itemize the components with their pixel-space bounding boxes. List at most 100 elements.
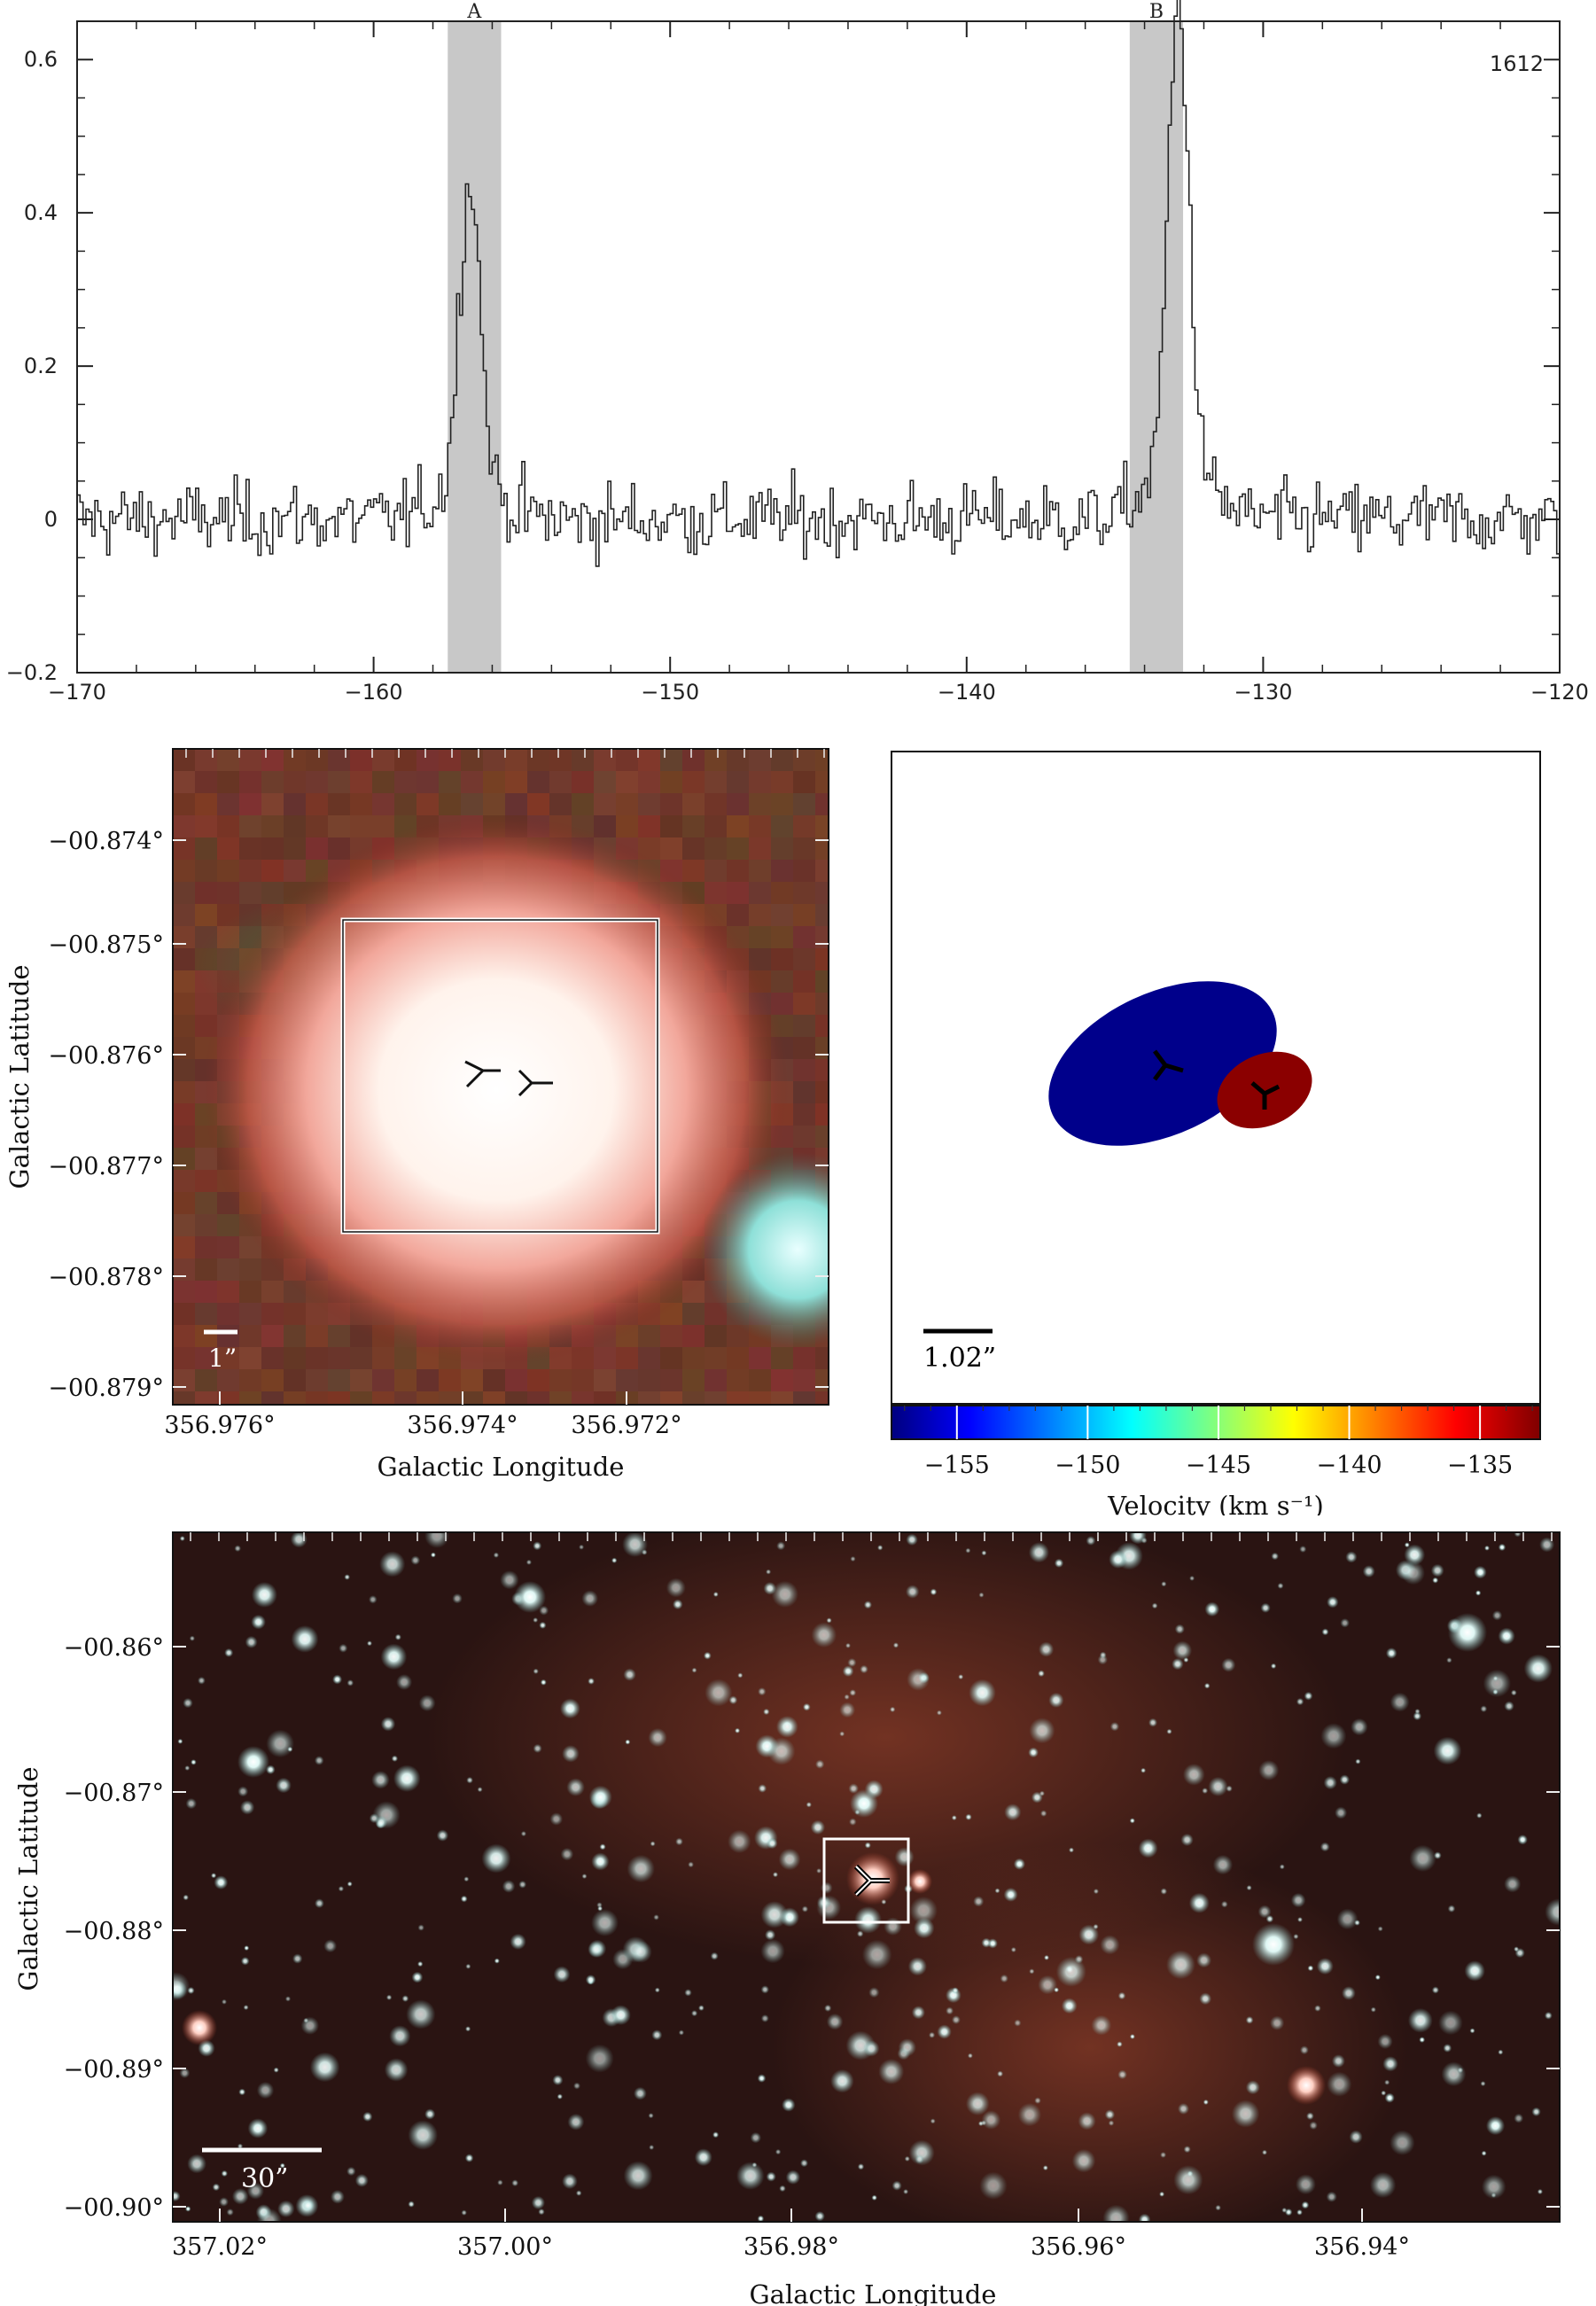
- image-pixel: [793, 970, 815, 993]
- star: [811, 1622, 837, 1648]
- star: [625, 1739, 631, 1745]
- star: [1510, 1689, 1517, 1696]
- image-pixel: [417, 1391, 439, 1405]
- colorbar-tick-label: −135: [1447, 1452, 1513, 1479]
- image-pixel: [173, 1391, 195, 1405]
- star: [1441, 2061, 1467, 2087]
- image-pixel: [727, 749, 749, 771]
- star: [1301, 2201, 1310, 2209]
- star: [1279, 1864, 1285, 1870]
- star: [1432, 1577, 1439, 1584]
- star: [553, 1966, 571, 1983]
- image-pixel: [217, 1214, 239, 1236]
- star: [380, 1717, 396, 1732]
- image-pixel: [350, 771, 372, 793]
- star: [1269, 2015, 1285, 2030]
- star: [585, 1975, 596, 1985]
- star: [1208, 1776, 1228, 1796]
- star: [1161, 1581, 1167, 1587]
- star: [969, 1679, 996, 1707]
- image-pixel: [195, 1303, 217, 1325]
- image-pixel: [594, 1391, 616, 1405]
- image-pixel: [815, 948, 829, 970]
- star: [430, 1552, 436, 1558]
- image-pixel: [195, 904, 217, 926]
- star: [1457, 2067, 1464, 2074]
- image-pixel: [483, 1369, 505, 1391]
- star: [417, 1960, 424, 1967]
- bright-star: [1448, 1613, 1487, 1652]
- image-pixel: [616, 1347, 638, 1369]
- image-pixel: [417, 1369, 439, 1391]
- image-pixel: [771, 926, 793, 948]
- star: [863, 2040, 880, 2057]
- star: [599, 1843, 606, 1850]
- star: [653, 1914, 659, 1920]
- wide-field-panel: 30” 357.02° 357.00° 356.98° 356.96° 356.94° −…: [13, 1531, 1561, 2306]
- star: [461, 2209, 467, 2216]
- star: [346, 1881, 353, 1887]
- image-pixel: [328, 749, 350, 771]
- image-pixel: [549, 749, 572, 771]
- star: [1390, 1692, 1410, 1712]
- star: [588, 1785, 612, 1809]
- star: [309, 2052, 340, 2083]
- y-tick-label: −00.875°: [48, 931, 164, 959]
- image-pixel: [173, 1347, 195, 1369]
- image-pixel: [217, 749, 239, 771]
- image-pixel: [461, 1391, 483, 1405]
- image-pixel: [195, 771, 217, 793]
- star: [627, 1854, 655, 1883]
- star: [684, 1989, 692, 1997]
- star: [362, 2111, 373, 2122]
- image-pixel: [727, 882, 749, 904]
- image-pixel: [261, 749, 284, 771]
- star: [1304, 1691, 1313, 1701]
- image-pixel: [195, 1258, 217, 1281]
- image-pixel: [328, 1347, 350, 1369]
- image-pixel: [284, 793, 306, 815]
- image-pixel: [461, 771, 483, 793]
- image-pixel: [727, 1369, 749, 1391]
- star: [1480, 2081, 1486, 2087]
- image-pixel: [173, 771, 195, 793]
- star: [1443, 2044, 1452, 2053]
- star: [1069, 1847, 1074, 1853]
- image-pixel: [173, 1148, 195, 1170]
- image-pixel: [727, 1347, 749, 1369]
- image-pixel: [239, 1258, 261, 1281]
- star: [1109, 1550, 1127, 1569]
- star: [1004, 1804, 1022, 1821]
- image-pixel: [461, 749, 483, 771]
- star: [623, 2161, 653, 2191]
- star: [1048, 1692, 1064, 1708]
- image-pixel: [173, 749, 195, 771]
- image-pixel: [793, 1037, 815, 1059]
- image-pixel: [660, 1369, 682, 1391]
- image-pixel: [793, 793, 815, 815]
- image-pixel: [705, 815, 727, 837]
- star: [244, 1945, 250, 1952]
- y-tick-label: 0.6: [24, 47, 58, 72]
- star: [1204, 1601, 1220, 1617]
- image-pixel: [372, 749, 394, 771]
- star: [463, 1876, 470, 1882]
- star: [1369, 2171, 1397, 2199]
- image-pixel: [638, 1347, 660, 1369]
- star: [1100, 1935, 1120, 1955]
- star: [691, 2010, 698, 2017]
- image-pixel: [394, 1369, 417, 1391]
- image-pixel: [815, 771, 829, 793]
- star: [839, 1731, 845, 1737]
- star: [760, 2014, 769, 2022]
- y-tick-label: −0.2: [6, 660, 58, 685]
- star: [465, 2026, 471, 2032]
- shaded-region-label: B: [1149, 1, 1164, 23]
- star: [273, 2067, 279, 2073]
- image-pixel: [217, 882, 239, 904]
- zoom-ylabel: Galactic Latitude: [4, 964, 35, 1188]
- star: [1474, 1565, 1487, 1579]
- star: [539, 1621, 547, 1629]
- x-tick-label: 356.96°: [1031, 2233, 1126, 2261]
- zoom-xlabel: Galactic Longitude: [378, 1452, 625, 1482]
